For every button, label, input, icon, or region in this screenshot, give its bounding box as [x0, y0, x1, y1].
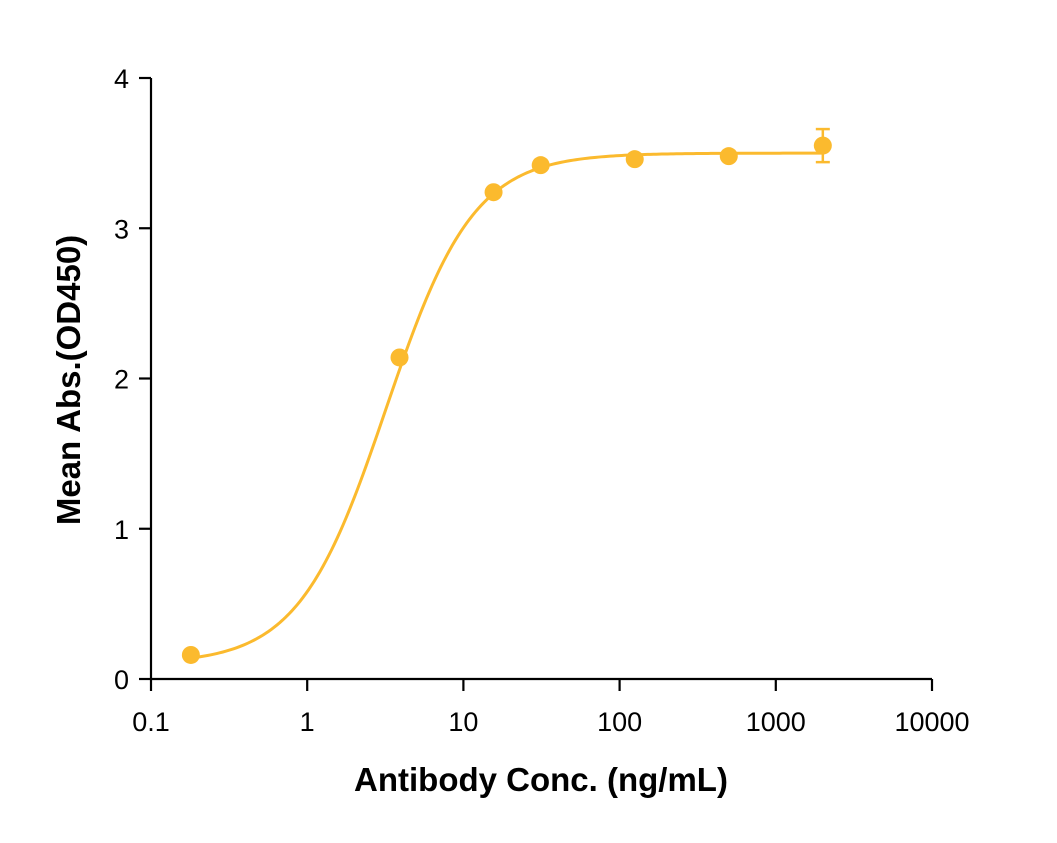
y-tick-label: 2 [114, 365, 129, 395]
plot-area [181, 127, 832, 664]
y-axis-title: Mean Abs.(OD450) [50, 235, 87, 525]
data-points [181, 127, 832, 664]
y-tick-label: 1 [114, 515, 129, 545]
data-point [531, 156, 550, 175]
data-point [813, 136, 832, 155]
data-point [625, 150, 644, 169]
x-tick-label: 10000 [894, 707, 969, 737]
x-tick-label: 0.1 [132, 707, 170, 737]
x-tick-label: 100 [597, 707, 642, 737]
x-axis-ticks: 0.1 1 10 100 1000 10000 [132, 679, 970, 737]
y-axis-ticks: 0 1 2 3 4 [114, 64, 151, 695]
data-point [719, 147, 738, 166]
data-point [484, 183, 503, 202]
x-axis-title: Antibody Conc. (ng/mL) [354, 761, 728, 798]
data-point [181, 645, 200, 664]
y-tick-label: 0 [114, 665, 129, 695]
data-point [390, 348, 409, 367]
y-tick-label: 3 [114, 214, 129, 244]
axes: 0 1 2 3 4 0.1 1 10 100 1000 10000 [114, 64, 970, 737]
x-tick-label: 10 [448, 707, 478, 737]
y-tick-label: 4 [114, 64, 129, 94]
fit-curve [190, 151, 823, 660]
x-tick-label: 1 [300, 707, 315, 737]
x-tick-label: 1000 [746, 707, 806, 737]
